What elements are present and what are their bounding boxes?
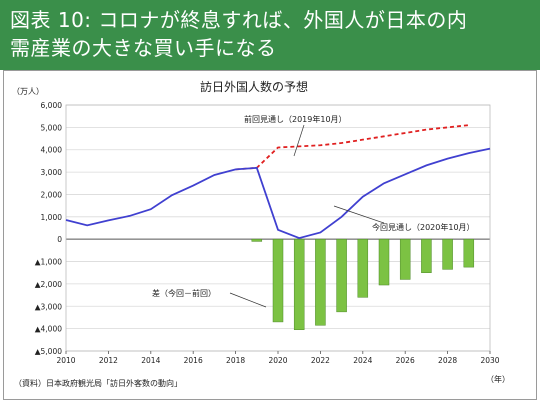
diff-bars <box>251 238 475 331</box>
diff-bar <box>272 238 284 323</box>
x-tick-label: 2022 <box>311 356 330 365</box>
y-tick-label: 2,000 <box>41 190 63 199</box>
x-tick-label: 2016 <box>184 356 203 365</box>
y-tick-label: 5,000 <box>41 123 63 132</box>
x-tick-label: 2030 <box>480 356 499 365</box>
diff-bar <box>399 238 411 280</box>
x-tick-label: 2026 <box>396 356 415 365</box>
chart-title: 訪日外国人数の予想 <box>200 79 308 94</box>
diff-bar <box>336 238 347 313</box>
diff-bar <box>442 238 453 270</box>
chart-frame: 訪日外国人数の予想 （万人） （年） （資料）日本政府観光局「訪日外客数の動向」… <box>3 70 537 400</box>
chart-svg: 訪日外国人数の予想 （万人） （年） （資料）日本政府観光局「訪日外客数の動向」… <box>12 79 510 388</box>
diff-bar <box>463 238 475 268</box>
x-tick-label: 2024 <box>353 356 372 365</box>
diff-bar <box>293 238 305 331</box>
leader-current <box>333 205 385 224</box>
x-unit-label: （年） <box>486 374 510 384</box>
x-axis-ticks: 2010 2012 2014 2016 2018 2020 2022 2024 2026 2028… <box>56 351 500 365</box>
diff-bar <box>421 238 432 273</box>
grid <box>65 104 491 352</box>
y-tick-label: ▲4,000 <box>35 325 62 334</box>
y-tick-label: ▲3,000 <box>35 302 62 311</box>
series-line-current <box>65 147 491 240</box>
y-tick-label: 4,000 <box>41 146 63 155</box>
y-tick-label: ▲5,000 <box>35 347 62 356</box>
diff-bar <box>315 238 326 326</box>
leader-diff <box>229 292 267 308</box>
y-tick-label: 0 <box>57 235 62 244</box>
x-tick-label: 2018 <box>226 356 245 365</box>
diff-bar <box>378 238 390 286</box>
leader-previous <box>293 124 305 157</box>
x-tick-label: 2012 <box>99 356 118 365</box>
header-line-2: 需産業の大きな買い手になる <box>10 36 277 60</box>
legend-label-diff: 差（今回－前回） <box>152 288 216 298</box>
y-tick-label: 1,000 <box>41 213 63 222</box>
y-tick-label: ▲2,000 <box>35 280 62 289</box>
series-lines <box>65 124 491 240</box>
legend-label-current: 今回見通し（2020年10月） <box>372 222 475 232</box>
legend-label-previous: 前回見通し（2019年10月） <box>244 114 347 124</box>
header-line-1: 図表 10: コロナが終息すれば、外国人が日本の内 <box>10 8 468 32</box>
y-tick-label: 6,000 <box>41 101 63 110</box>
y-tick-label: 3,000 <box>41 168 63 177</box>
y-axis-ticks: 6,000 5,000 4,000 3,000 2,000 1,000 0 ▲1,000 ▲2,… <box>35 101 62 356</box>
diff-bar <box>251 238 263 242</box>
y-unit-label: （万人） <box>12 87 44 96</box>
y-tick-label: ▲1,000 <box>35 258 62 267</box>
diff-bar <box>357 238 369 298</box>
source-note: （資料）日本政府観光局「訪日外客数の動向」 <box>14 378 182 388</box>
series-labels: 前回見通し（2019年10月） 今回見通し（2020年10月） 差（今回－前回） <box>152 114 475 308</box>
x-tick-label: 2028 <box>438 356 457 365</box>
page-header: 図表 10: コロナが終息すれば、外国人が日本の内 需産業の大きな買い手になる <box>0 0 540 70</box>
x-tick-label: 2020 <box>268 356 287 365</box>
x-tick-label: 2010 <box>56 356 75 365</box>
series-line-previous <box>235 124 469 171</box>
x-tick-label: 2014 <box>141 356 160 365</box>
